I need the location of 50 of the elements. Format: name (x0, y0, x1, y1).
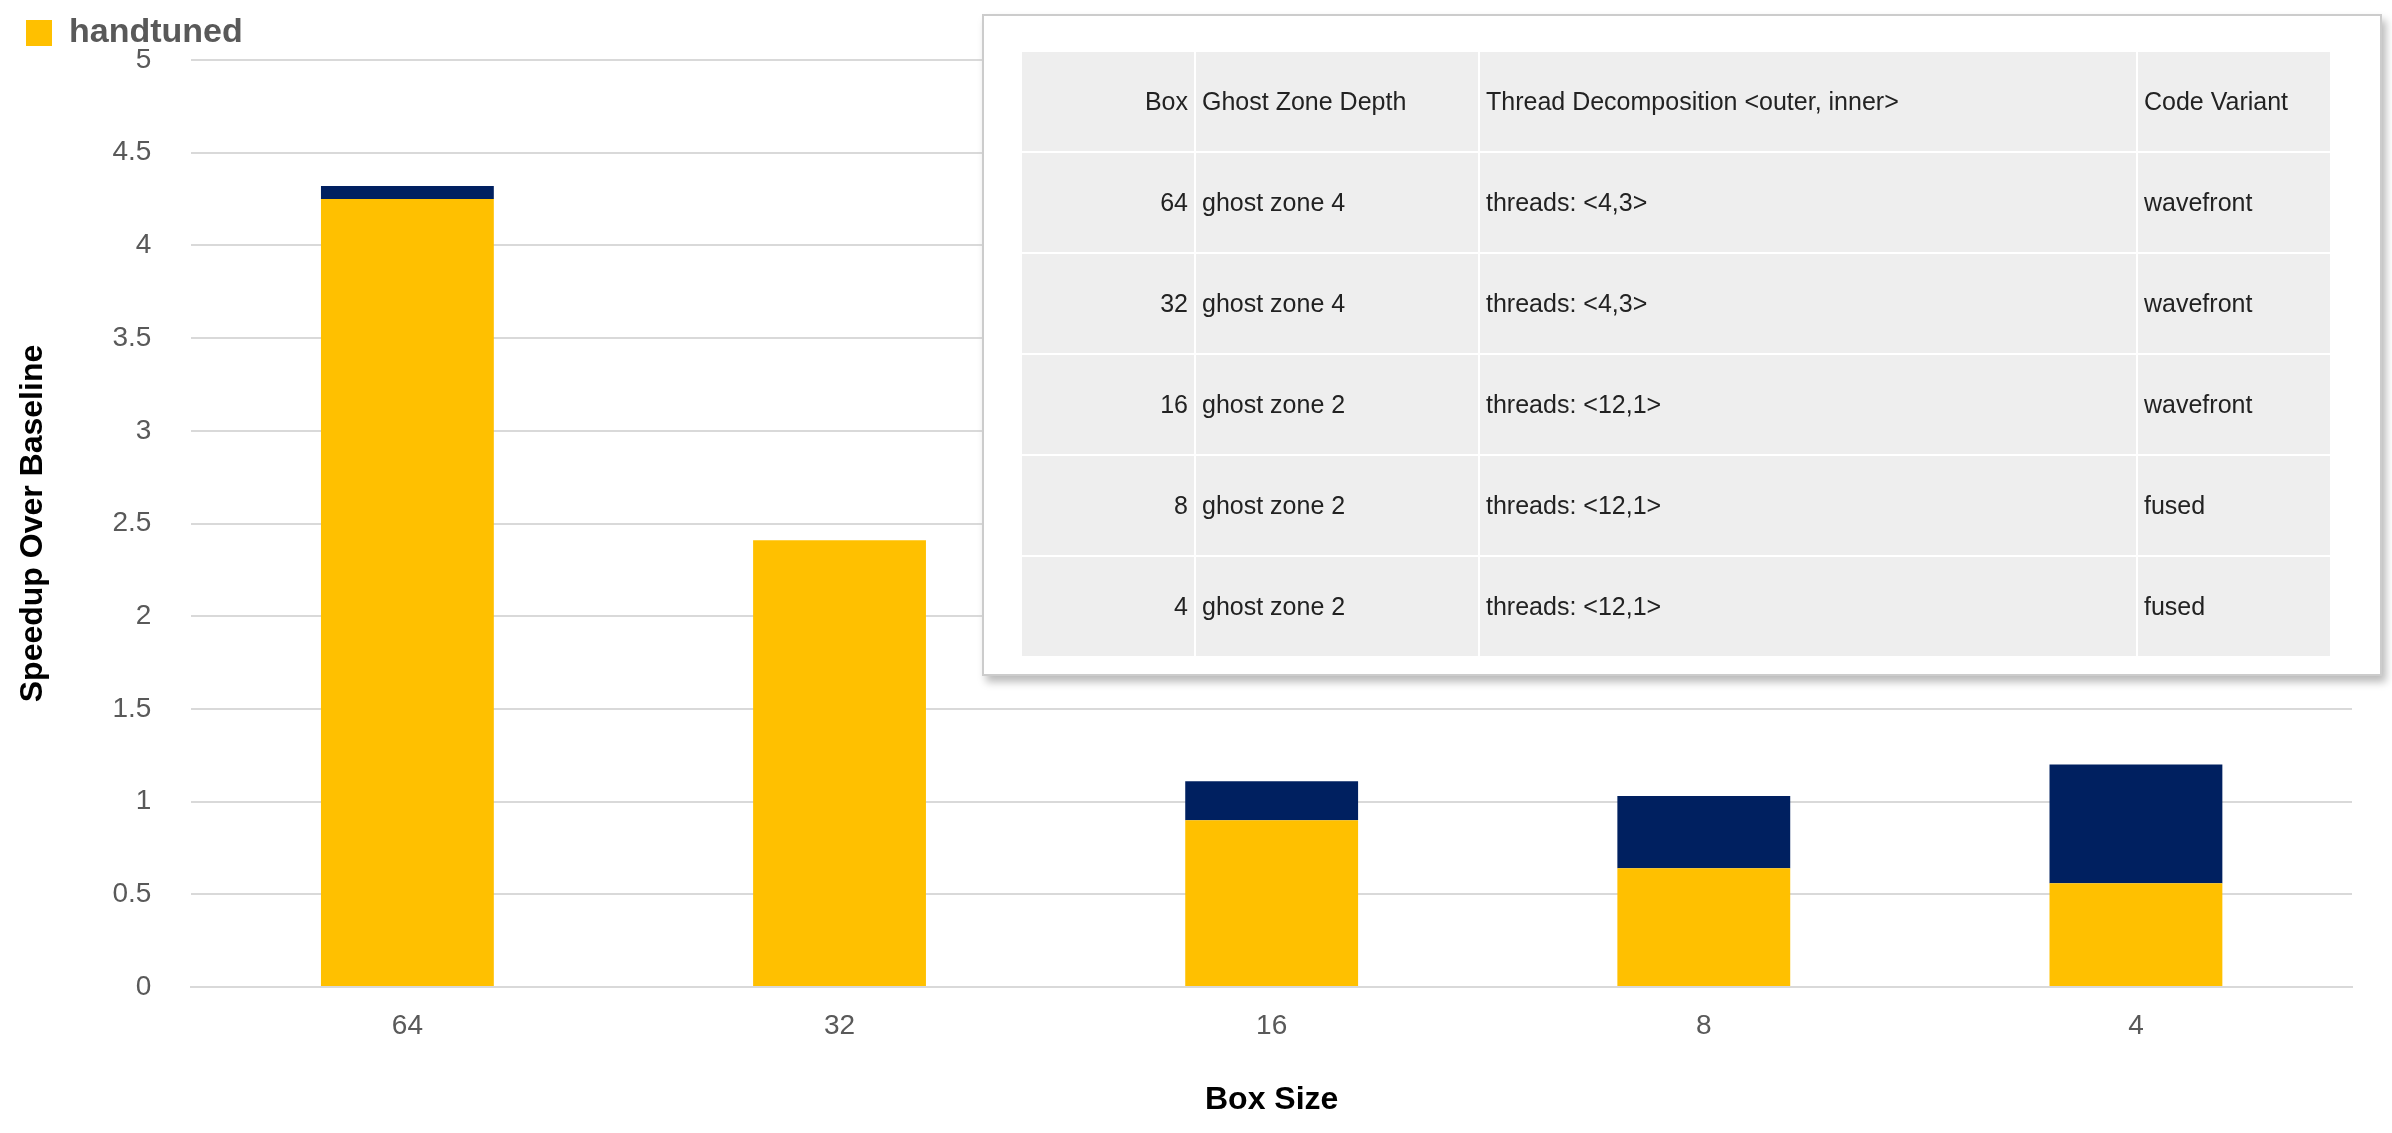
annotation: fused (2137, 556, 2330, 657)
x-tick-label: 32 (823, 1008, 856, 1040)
x-tick-label: 4 (2128, 1008, 2144, 1040)
bar (2049, 764, 2223, 884)
bar (1185, 820, 1359, 986)
annotation: wavefront (2137, 152, 2330, 253)
annotation: wavefront (2137, 253, 2330, 354)
bar (2049, 883, 2223, 986)
annotation: Thread Decomposition <outer, inner> (1479, 52, 2137, 152)
x-axis-title: Box Size (1204, 1079, 1339, 1116)
bar (320, 199, 494, 986)
annotation: 4 (1022, 556, 1195, 657)
y-tick-label: 1.5 (112, 691, 152, 723)
x-tick-label: 64 (391, 1008, 423, 1040)
annotation: threads: <12,1> (1479, 556, 2137, 657)
annotation: Code Variant (2137, 52, 2330, 152)
bar (1617, 796, 1791, 869)
annotation: ghost zone 4 (1195, 152, 1479, 253)
y-tick-label: 0 (135, 969, 152, 1001)
y-axis-title: Speedup Over Baseline (13, 344, 50, 703)
y-tick-label: 4.5 (112, 135, 152, 167)
x-tick-label: 8 (1696, 1008, 1712, 1040)
bar (753, 540, 926, 986)
annotation: 32 (1022, 253, 1195, 354)
bar (320, 186, 494, 200)
annotation: 8 (1022, 455, 1195, 556)
y-tick-label: 0.5 (112, 877, 152, 909)
y-tick-label: 4 (135, 228, 152, 260)
y-tick-label: 2.5 (112, 506, 152, 538)
bar (1617, 868, 1791, 986)
annotation: Box (1022, 52, 1195, 152)
annotation: threads: <12,1> (1479, 354, 2137, 455)
annotation: threads: <12,1> (1479, 455, 2137, 556)
y-tick-label: 2 (135, 598, 152, 630)
annotation: ghost zone 2 (1195, 354, 1479, 455)
y-tick-label: 3 (135, 413, 152, 445)
annotation: Ghost Zone Depth (1195, 52, 1479, 152)
annotation: 64 (1022, 152, 1195, 253)
annotation: fused (2137, 455, 2330, 556)
annotation: threads: <4,3> (1479, 152, 2137, 253)
annotation: 16 (1022, 354, 1195, 455)
annotation: ghost zone 2 (1195, 455, 1479, 556)
annotation: threads: <4,3> (1479, 253, 2137, 354)
y-tick-label: 3.5 (112, 320, 152, 352)
annotation: ghost zone 4 (1195, 253, 1479, 354)
y-tick-label: 1 (135, 784, 152, 816)
bar (1185, 781, 1359, 821)
annotation: wavefront (2137, 354, 2330, 455)
annotation: ghost zone 2 (1195, 556, 1479, 657)
x-tick-label: 16 (1256, 1008, 1288, 1040)
